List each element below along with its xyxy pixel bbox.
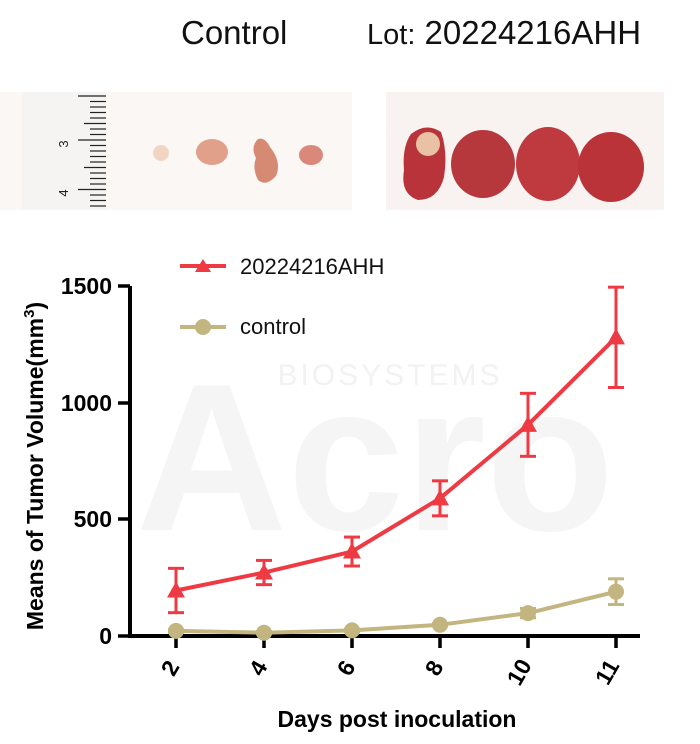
x-tick-label-11: 11 <box>590 655 625 689</box>
x-tick-label-6: 6 <box>332 656 361 680</box>
data-point-20224216ahh-4 <box>255 563 273 580</box>
lot-prefix: Lot: <box>367 19 416 51</box>
lot-number: 20224216AHH <box>424 14 642 51</box>
data-point-20224216ahh-2 <box>167 581 185 598</box>
control-tumor-photo: 3 4 <box>0 92 352 210</box>
tumor-sample-highlight <box>416 132 440 156</box>
y-tick-label-1000: 1000 <box>61 390 112 416</box>
tumor-sample <box>253 138 278 183</box>
y-axis-label: Means of Tumor Volume(mm3) <box>21 302 48 630</box>
ruler-label-4: 4 <box>56 189 71 196</box>
y-axis-label-suffix: ) <box>22 302 48 310</box>
ruler-ticks <box>78 95 106 207</box>
legend-circle-icon <box>195 319 211 335</box>
x-tick-label-10: 10 <box>501 654 536 689</box>
control-tumor-illustration: 3 4 <box>0 92 352 210</box>
legend-label-20224216ahh: 20224216AHH <box>240 254 384 279</box>
data-point-20224216ahh-10 <box>519 415 537 432</box>
x-tick-label-4: 4 <box>244 656 273 680</box>
tumor-sample <box>451 130 515 198</box>
treated-tumor-photo <box>386 92 664 210</box>
control-heading: Control <box>181 14 288 51</box>
legend: 20224216AHH control <box>180 254 384 339</box>
y-ticks <box>118 284 130 638</box>
data-point-control-10 <box>520 605 536 622</box>
y-tick-labels: 0 500 1000 1500 <box>61 273 112 649</box>
data-point-control-8 <box>432 616 448 633</box>
data-point-control-4 <box>256 624 272 641</box>
series-line-20224216ahh <box>175 335 618 593</box>
x-tick-label-8: 8 <box>420 656 449 680</box>
x-tick-label-2: 2 <box>156 656 185 680</box>
y-axis-label-text: Means of Tumor Volume(mm <box>22 318 48 630</box>
data-point-control-6 <box>344 622 360 639</box>
data-point-20224216ahh-11 <box>607 328 625 345</box>
treated-tumor-illustration <box>386 92 664 210</box>
data-point-control-11 <box>608 583 624 600</box>
y-tick-label-1500: 1500 <box>61 273 112 299</box>
series-layer <box>167 285 625 641</box>
tumor-sample <box>299 145 323 165</box>
tumor-sample <box>153 145 169 161</box>
tumor-volume-chart: BIOSYSTEMS Acro 20224216AHH control 0 50… <box>21 254 640 732</box>
tumor-sample <box>196 139 228 165</box>
tumor-sample <box>578 132 644 202</box>
y-tick-label-500: 500 <box>74 506 112 532</box>
legend-triangle-icon <box>195 259 211 272</box>
y-tick-label-0: 0 <box>99 623 112 649</box>
series-line-control <box>175 589 617 635</box>
watermark-text: BIOSYSTEMS <box>277 359 502 392</box>
tumor-sample <box>516 127 580 201</box>
data-point-20224216ahh-8 <box>431 489 449 506</box>
x-axis-label: Days post inoculation <box>278 706 517 732</box>
lot-heading: Lot: 20224216AHH <box>367 14 641 52</box>
y-axis-label-superscript: 3 <box>21 310 38 318</box>
data-point-control-2 <box>168 622 184 639</box>
x-tick-labels: 2 4 6 8 10 11 <box>156 654 625 689</box>
series-control <box>168 577 624 641</box>
series-20224216ahh <box>167 285 625 615</box>
ruler-label-3: 3 <box>56 140 71 147</box>
legend-label-control: control <box>240 314 306 339</box>
data-point-20224216ahh-6 <box>343 542 361 559</box>
